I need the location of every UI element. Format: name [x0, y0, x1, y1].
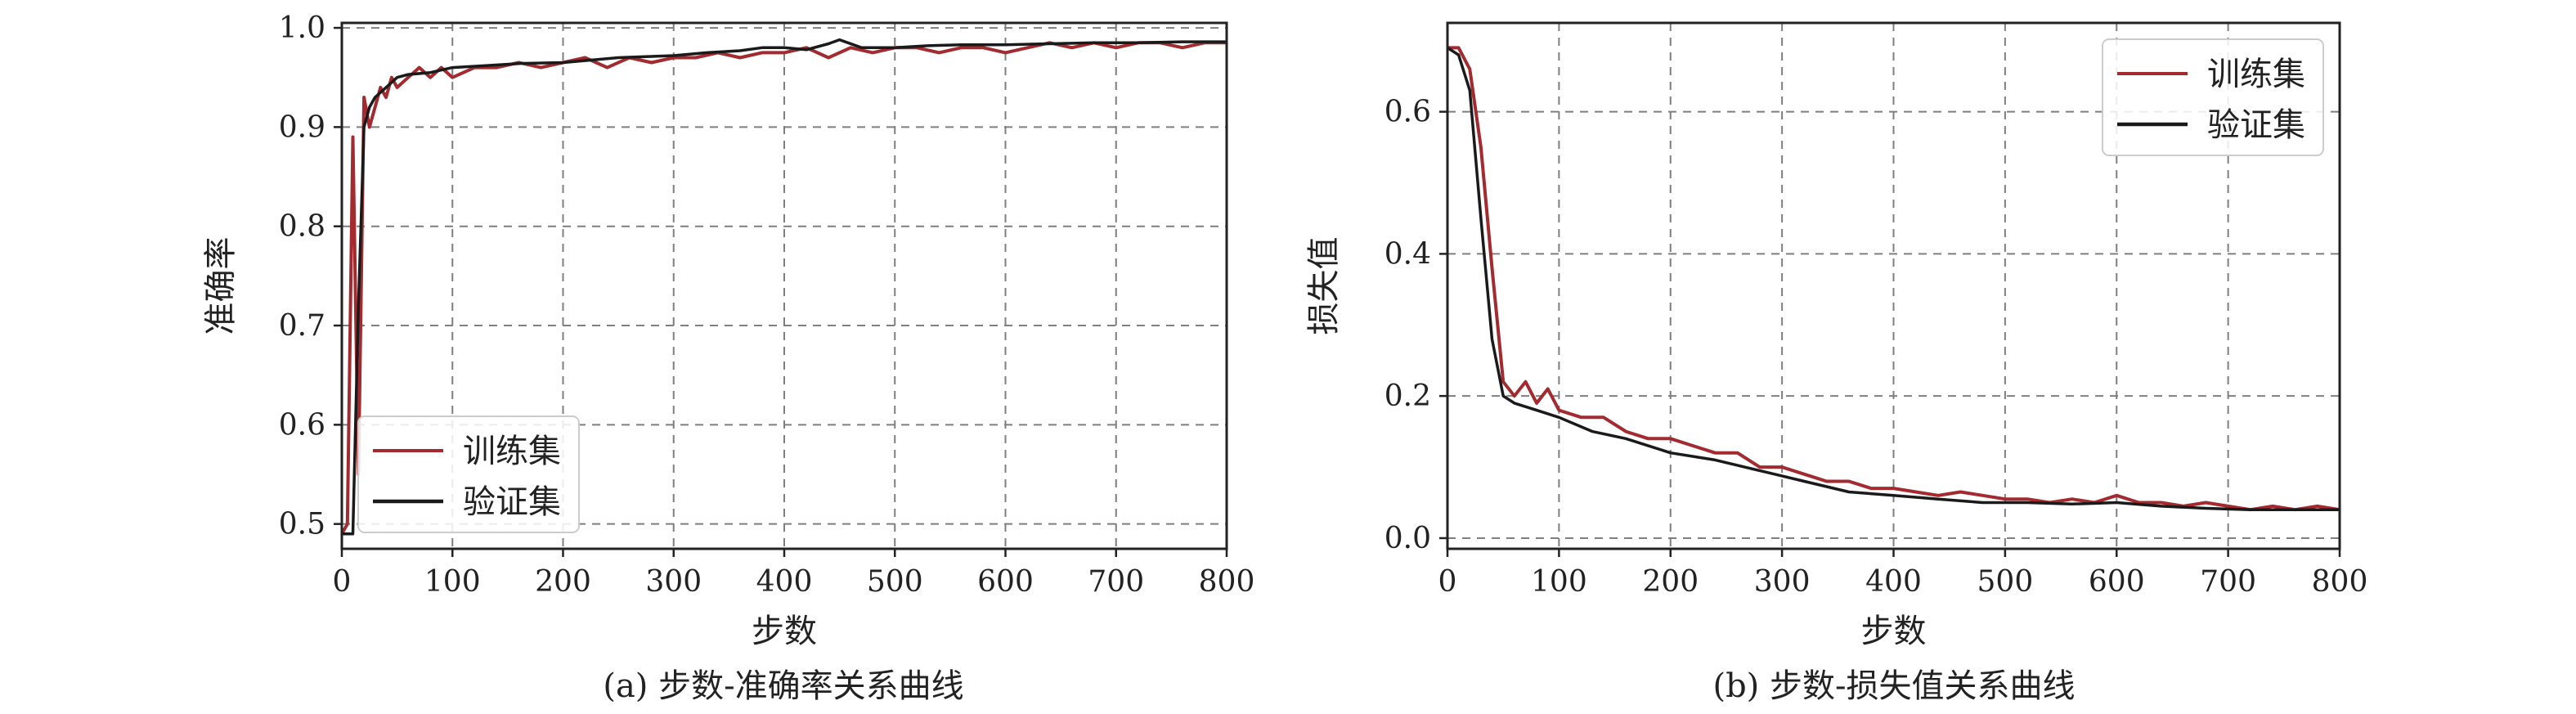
x-tick-label: 100: [1531, 565, 1587, 599]
x-tick-label: 300: [645, 565, 702, 599]
y-tick-label: 0.6: [279, 408, 325, 442]
legend-label: 训练集: [463, 433, 561, 470]
legend-label: 训练集: [2207, 56, 2305, 93]
x-tick-label: 800: [2312, 565, 2368, 599]
x-tick-label: 800: [1199, 565, 1255, 599]
x-tick-label: 600: [977, 565, 1034, 599]
x-axis-label: 步数: [752, 613, 817, 650]
x-tick-label: 0: [1438, 565, 1457, 599]
y-tick-label: 0.6: [1384, 96, 1431, 129]
x-tick-label: 400: [1865, 565, 1922, 599]
y-tick-label: 0.5: [279, 508, 325, 541]
x-tick-label: 200: [535, 565, 591, 599]
y-tick-label: 0.2: [1384, 379, 1431, 413]
legend-label: 验证集: [463, 483, 561, 521]
x-tick-label: 100: [424, 565, 481, 599]
x-tick-label: 500: [867, 565, 923, 599]
y-tick-label: 0.9: [279, 110, 325, 144]
x-tick-label: 700: [2200, 565, 2256, 599]
y-tick-label: 0.4: [1384, 237, 1431, 271]
chart-panel-1: 0 100 200 300 400 500 600 700 800 0.0 0.2 0.4 0.6 步数 损…: [1305, 23, 2367, 705]
chart-panel-0: 0 100 200 300 400 500 600 700 800 0.5 0.6 0.7 0.8 0.9…: [202, 11, 1254, 705]
x-tick-label: 600: [2089, 565, 2145, 599]
x-tick-label: 500: [1977, 565, 2034, 599]
x-tick-label: 400: [756, 565, 813, 599]
y-tick-label: 0.7: [279, 309, 325, 343]
y-tick-label: 0.0: [1384, 522, 1431, 555]
legend-label: 验证集: [2207, 106, 2305, 144]
y-tick-label: 0.8: [279, 210, 325, 244]
x-tick-label: 0: [333, 565, 352, 599]
y-axis-label: 损失值: [1305, 237, 1343, 335]
x-tick-label: 200: [1642, 565, 1699, 599]
x-tick-label: 700: [1088, 565, 1144, 599]
x-axis-label: 步数: [1861, 613, 1927, 650]
y-tick-label: 1.0: [279, 11, 325, 45]
y-axis-label: 准确率: [202, 237, 240, 335]
x-tick-label: 300: [1754, 565, 1811, 599]
chart-caption: (a) 步数-准确率关系曲线: [603, 667, 963, 705]
chart-caption: (b) 步数-损失值关系曲线: [1712, 667, 2075, 705]
